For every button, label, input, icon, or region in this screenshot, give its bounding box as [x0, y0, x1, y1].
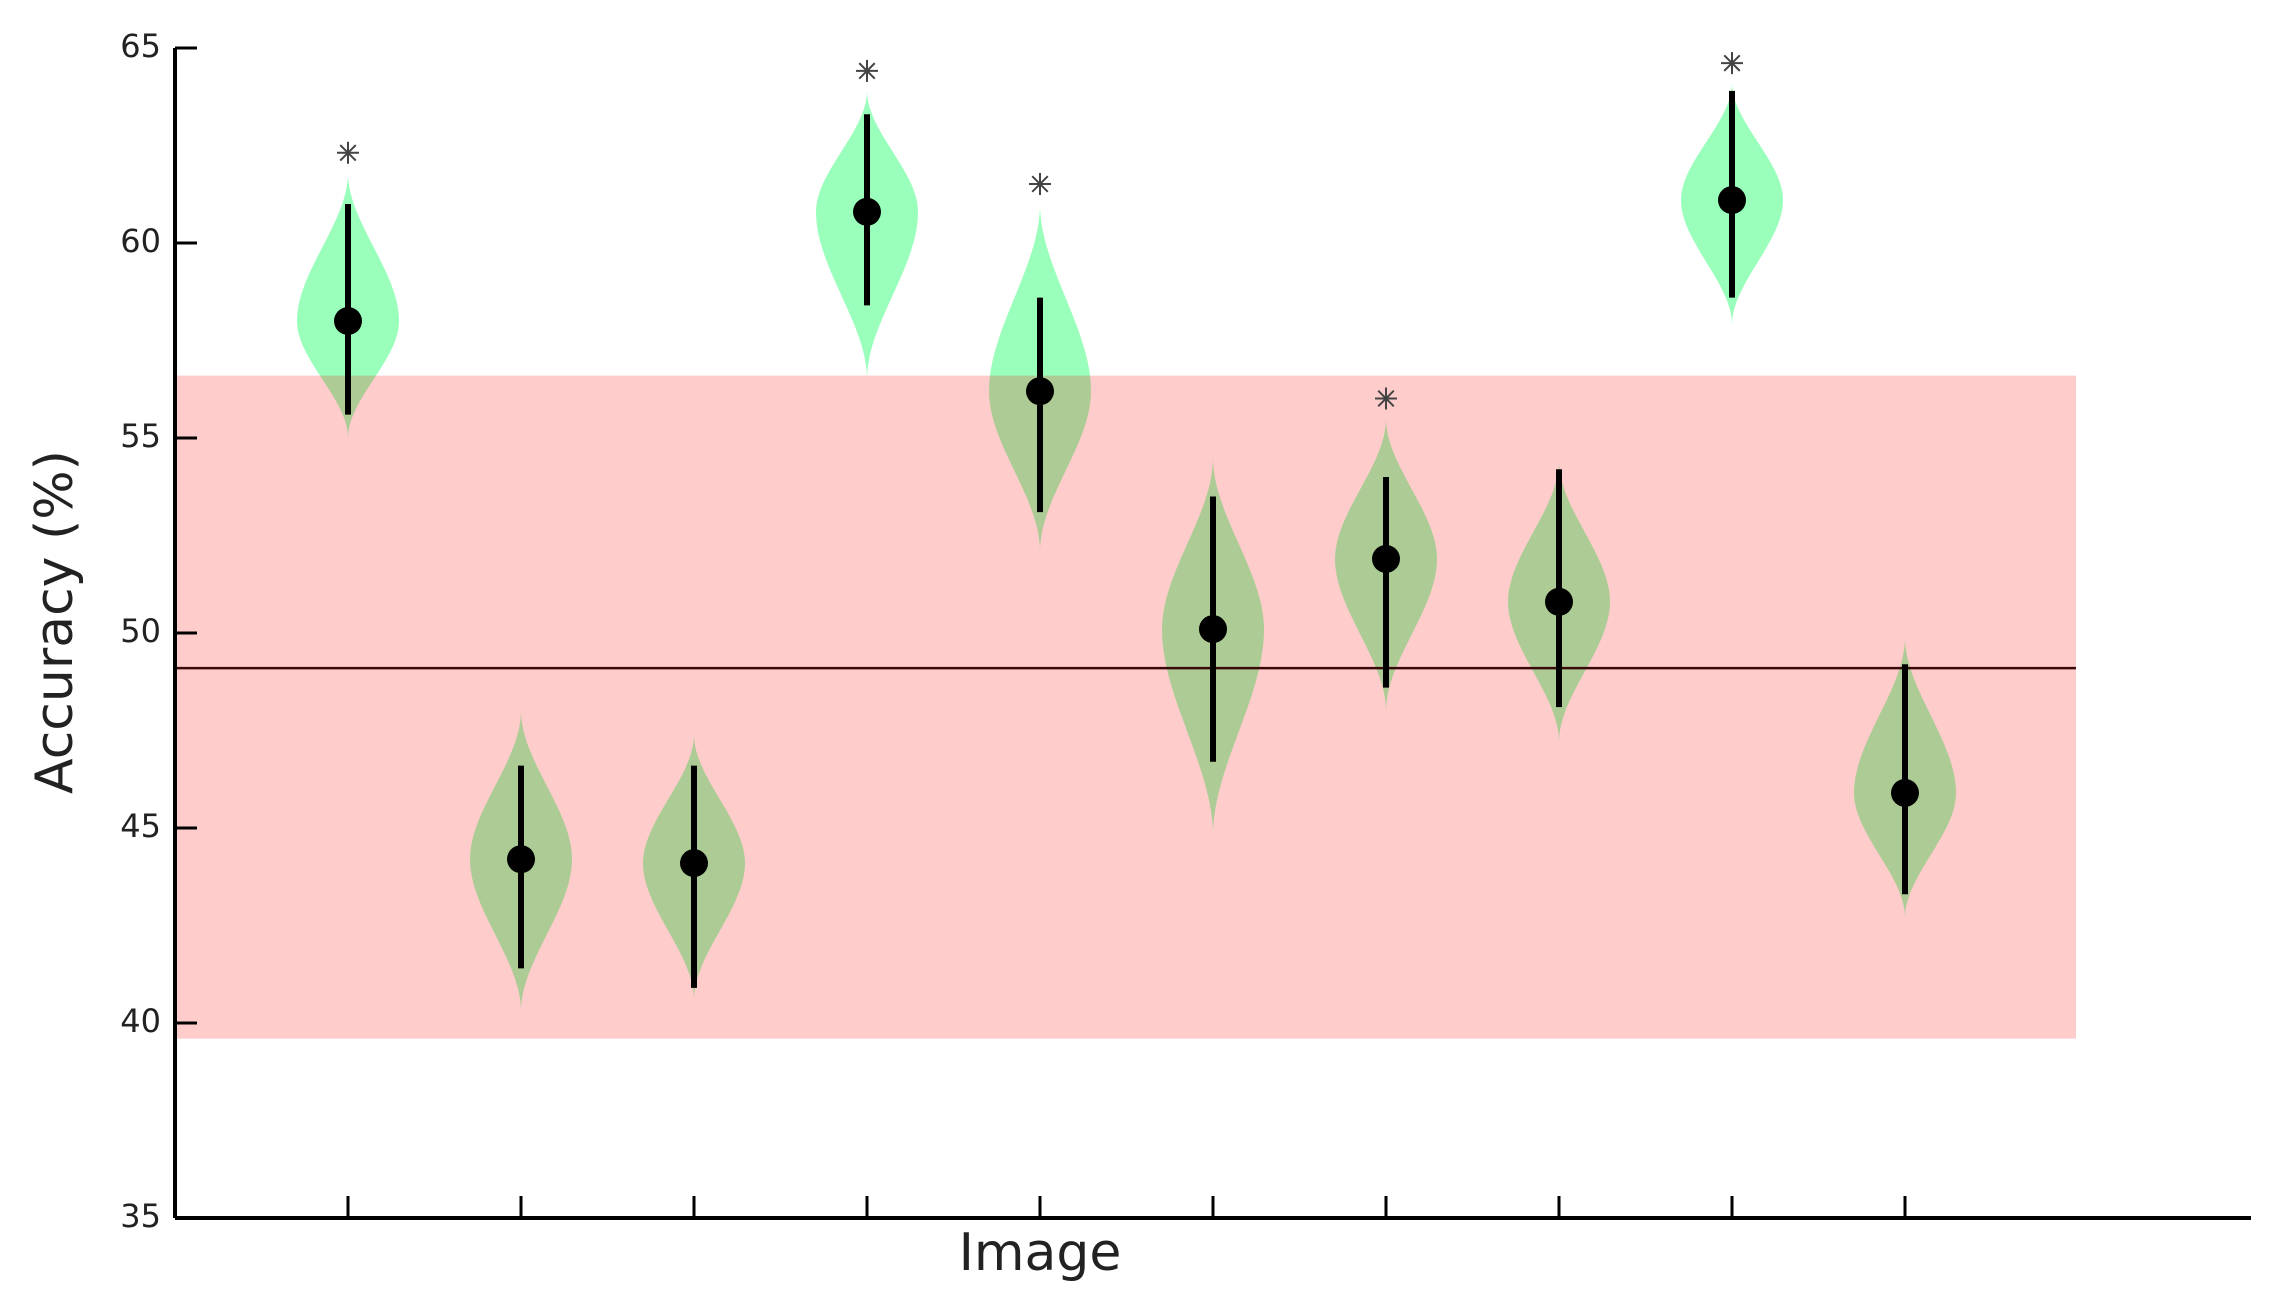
mean-dot — [1372, 544, 1400, 573]
significance-star — [337, 141, 359, 164]
y-tick-label: 65 — [120, 27, 161, 65]
significance-star — [1721, 52, 1743, 75]
star-stroke — [1377, 390, 1395, 407]
significance-star — [1029, 173, 1051, 195]
star-stroke — [339, 144, 357, 162]
mean-dot — [507, 845, 535, 874]
mean-dot — [680, 849, 708, 878]
star-stroke — [858, 62, 876, 80]
star-stroke — [1723, 54, 1741, 72]
y-tick-label: 45 — [120, 807, 161, 845]
mean-dot — [853, 197, 881, 226]
y-tick-label: 40 — [120, 1002, 161, 1040]
significance-star — [1375, 387, 1397, 410]
mean-dot — [1891, 778, 1919, 807]
mean-dot — [334, 307, 362, 335]
mean-dot — [1026, 377, 1054, 406]
mean-dot — [1718, 186, 1746, 215]
y-tick-label: 55 — [120, 417, 161, 455]
y-tick-label: 60 — [120, 222, 161, 260]
y-tick-label: 50 — [120, 612, 161, 650]
mean-dot — [1199, 615, 1227, 644]
y-axis-label: Accuracy (%) — [25, 450, 85, 794]
x-axis-label: Image — [959, 1223, 1122, 1283]
mean-dot — [1545, 587, 1573, 616]
chance-band — [175, 375, 2076, 1039]
significance-star — [856, 59, 878, 82]
star-stroke — [1031, 175, 1049, 193]
y-tick-label: 35 — [120, 1197, 161, 1235]
